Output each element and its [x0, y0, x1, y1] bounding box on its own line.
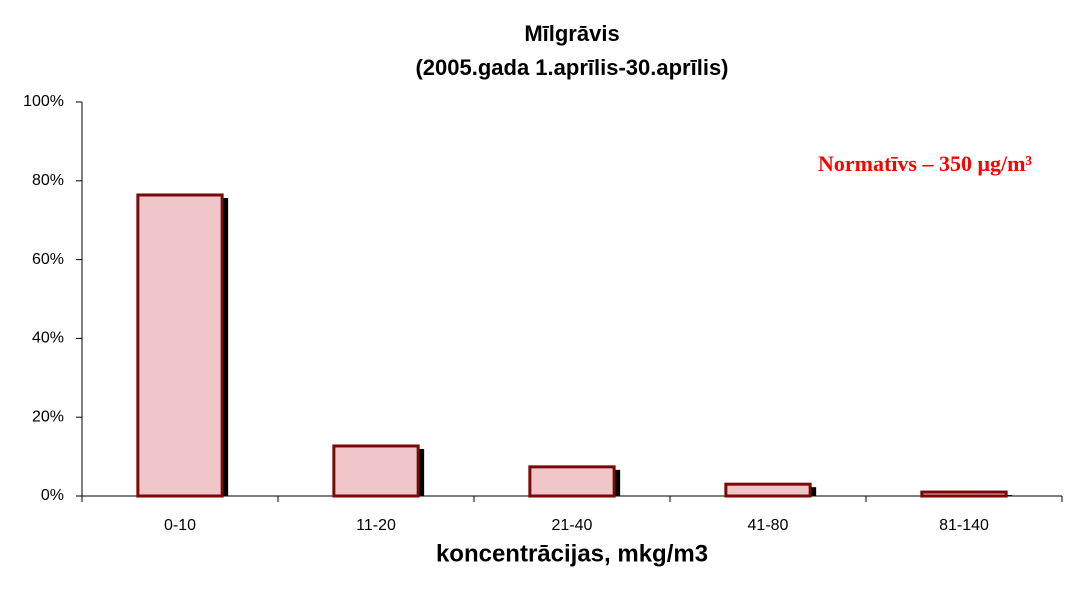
- y-tick-label: 20%: [32, 408, 64, 425]
- x-tick-label: 0-10: [164, 517, 196, 534]
- bar: [136, 193, 224, 498]
- bar: [724, 482, 812, 498]
- bar: [920, 490, 1008, 498]
- bar: [528, 465, 616, 498]
- y-tick-label: 0%: [41, 487, 64, 504]
- annotation: Normatīvs – 350 μg/m³: [818, 151, 1032, 176]
- y-tick-label: 80%: [32, 172, 64, 189]
- x-tick-label: 21-40: [552, 517, 593, 534]
- x-tick-label: 41-80: [748, 517, 789, 534]
- y-tick-label: 60%: [32, 251, 64, 268]
- bar: [332, 444, 420, 498]
- chart-title: Mīlgrāvis: [524, 21, 619, 46]
- chart-subtitle: (2005.gada 1.aprīlis-30.aprīlis): [415, 55, 728, 80]
- x-axis-label: koncentrācijas, mkg/m3: [436, 540, 708, 567]
- x-tick-label: 81-140: [939, 517, 989, 534]
- x-tick-label: 11-20: [356, 517, 396, 534]
- y-tick-label: 100%: [23, 93, 64, 110]
- y-tick-label: 40%: [32, 330, 64, 347]
